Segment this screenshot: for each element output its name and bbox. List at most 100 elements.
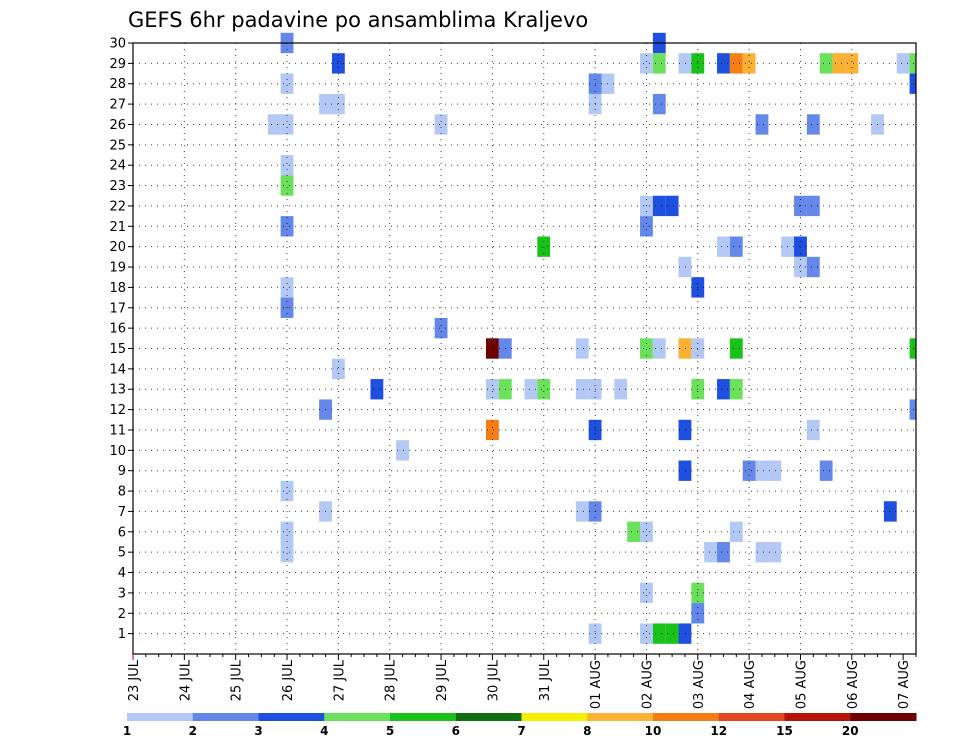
precip-cell bbox=[819, 53, 833, 74]
precip-cell bbox=[575, 338, 589, 359]
precip-cell bbox=[755, 460, 769, 481]
precip-cell bbox=[652, 93, 666, 115]
precip-cell bbox=[729, 236, 743, 257]
y-tick-label: 5 bbox=[118, 546, 126, 561]
precip-cell bbox=[729, 521, 743, 542]
colorbar-swatch bbox=[390, 713, 457, 721]
precip-cell bbox=[704, 541, 718, 563]
chart-title: GEFS 6hr padavine po ansamblima Kraljevo bbox=[128, 8, 588, 32]
precip-cell bbox=[485, 379, 499, 400]
y-tick-label: 13 bbox=[109, 383, 126, 398]
precip-cell bbox=[678, 419, 692, 441]
precip-cell bbox=[665, 195, 679, 217]
x-tick-label: 24 JUL bbox=[178, 659, 193, 701]
colorbar-label: 5 bbox=[386, 724, 394, 738]
colorbar-label: 2 bbox=[189, 724, 197, 738]
y-tick-label: 8 bbox=[118, 485, 126, 500]
y-tick-label: 14 bbox=[109, 362, 126, 377]
y-tick-label: 21 bbox=[109, 220, 126, 235]
y-tick-label: 6 bbox=[118, 525, 126, 540]
precip-cell bbox=[768, 460, 782, 481]
y-tick-label: 23 bbox=[109, 179, 126, 194]
precip-cell bbox=[717, 236, 730, 257]
precip-cell bbox=[370, 379, 384, 400]
precip-cell bbox=[524, 379, 538, 400]
y-tick-label: 22 bbox=[109, 199, 126, 214]
y-tick-label: 17 bbox=[109, 301, 126, 316]
x-axis: 23 JUL 24 JUL 25 JUL 26 JUL 27 JUL 28 JUL 29 J… bbox=[127, 654, 917, 709]
precip-cell bbox=[485, 419, 499, 441]
precip-cell bbox=[652, 623, 666, 644]
x-tick-label: 01 AUG bbox=[589, 660, 604, 709]
precip-cell bbox=[896, 53, 910, 74]
y-tick-label: 28 bbox=[109, 77, 126, 92]
precip-cell bbox=[742, 53, 756, 74]
precip-cell bbox=[717, 379, 730, 400]
x-tick-label: 30 JUL bbox=[486, 659, 501, 701]
precip-cell bbox=[909, 53, 916, 74]
colorbar-swatch bbox=[127, 713, 194, 721]
precip-cell bbox=[729, 338, 743, 359]
precip-cell bbox=[717, 53, 730, 74]
plot-frame bbox=[132, 42, 917, 655]
x-tick-label: 06 AUG bbox=[846, 660, 861, 709]
precip-cell bbox=[717, 541, 730, 563]
y-tick-label: 9 bbox=[118, 464, 126, 479]
precip-cell bbox=[909, 338, 916, 359]
y-tick-label: 7 bbox=[118, 505, 126, 520]
colorbar-label: 10 bbox=[645, 724, 662, 738]
x-tick-label: 23 JUL bbox=[127, 659, 142, 701]
precip-cell bbox=[575, 501, 589, 522]
precip-cell bbox=[640, 521, 653, 542]
precip-cell bbox=[537, 236, 551, 257]
precip-cell bbox=[678, 256, 692, 278]
precip-cell bbox=[280, 73, 294, 94]
precip-cell bbox=[485, 338, 499, 359]
precip-cell bbox=[280, 114, 294, 135]
precip-cell bbox=[652, 338, 666, 359]
y-tick-label: 2 bbox=[118, 607, 126, 622]
precip-cell bbox=[665, 623, 679, 644]
precip-cell bbox=[806, 256, 820, 278]
colorbar-label: 1 bbox=[123, 724, 131, 738]
precip-cell bbox=[280, 521, 294, 542]
precip-cell bbox=[832, 53, 846, 74]
precip-cell bbox=[755, 114, 769, 135]
colorbar-swatch bbox=[587, 713, 654, 721]
colorbar-label: 3 bbox=[254, 724, 262, 738]
precip-cell bbox=[640, 216, 653, 237]
x-tick-label: 02 AUG bbox=[640, 660, 655, 709]
x-tick-label: 07 AUG bbox=[897, 660, 912, 709]
y-tick-label: 10 bbox=[109, 444, 126, 459]
precip-cell bbox=[331, 358, 345, 380]
y-tick-label: 18 bbox=[109, 281, 126, 296]
colorbar-label: 8 bbox=[583, 724, 591, 738]
y-tick-label: 4 bbox=[118, 566, 126, 581]
colorbar-label: 4 bbox=[320, 724, 328, 738]
precip-cell bbox=[909, 399, 916, 420]
precip-cell bbox=[652, 53, 666, 74]
y-tick-label: 25 bbox=[109, 138, 126, 153]
precip-cell bbox=[819, 460, 833, 481]
precip-cell bbox=[396, 440, 409, 461]
y-tick-label: 20 bbox=[109, 240, 126, 255]
y-tick-label: 19 bbox=[109, 261, 126, 276]
precip-cell bbox=[806, 419, 820, 441]
x-tick-label: 05 AUG bbox=[794, 660, 809, 709]
precip-cell bbox=[640, 338, 653, 359]
precip-cell bbox=[755, 541, 769, 563]
grid-lines bbox=[133, 42, 916, 654]
precip-cell bbox=[640, 53, 653, 74]
colorbar-swatch bbox=[718, 713, 785, 721]
colorbar-label: 7 bbox=[517, 724, 525, 738]
precip-cell bbox=[537, 379, 551, 400]
colorbar-swatch bbox=[455, 713, 522, 721]
y-tick-label: 1 bbox=[118, 627, 126, 642]
colorbar-label: 12 bbox=[710, 724, 727, 738]
precip-cell bbox=[331, 93, 345, 115]
x-tick-label: 03 AUG bbox=[692, 660, 707, 709]
precip-cell bbox=[280, 175, 294, 196]
precip-cell bbox=[652, 195, 666, 217]
y-tick-label: 26 bbox=[109, 118, 126, 133]
precip-cell bbox=[729, 53, 743, 74]
